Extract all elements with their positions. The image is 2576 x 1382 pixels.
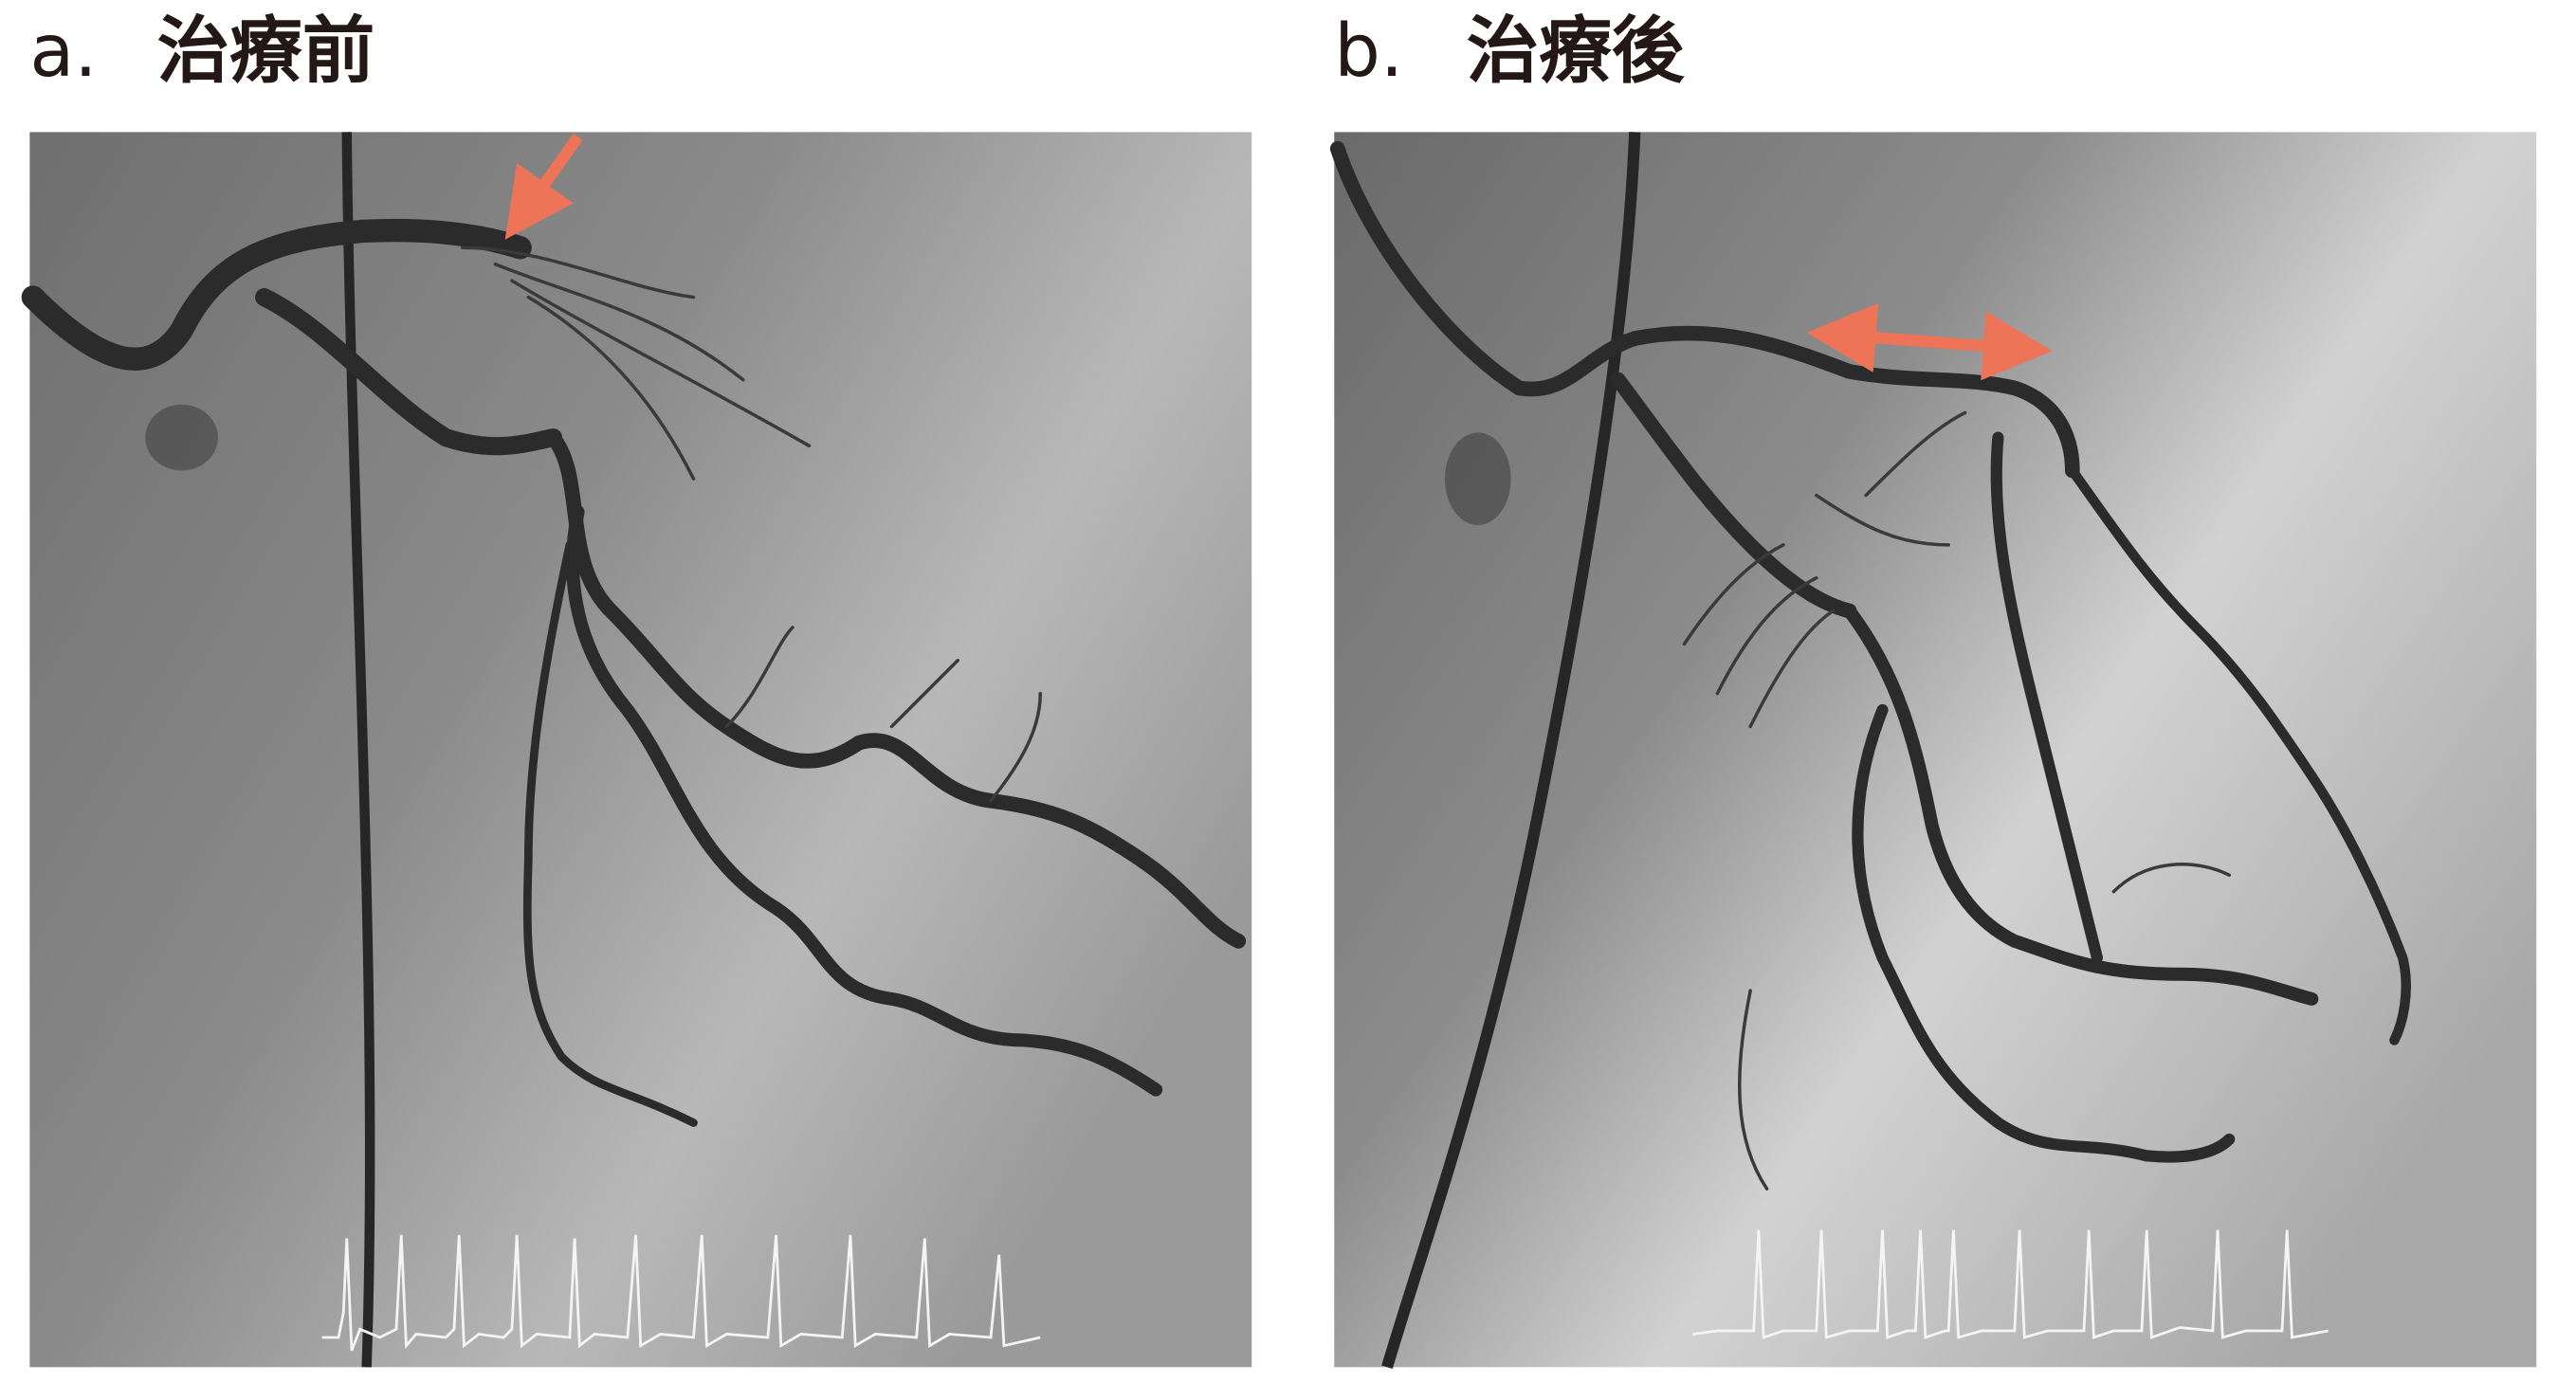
image-background — [1334, 132, 2537, 1368]
vessel — [21, 218, 532, 371]
image-background — [29, 132, 1252, 1368]
vessel — [1329, 140, 2080, 479]
double-arrow — [1806, 302, 2053, 381]
vessel — [1852, 703, 2236, 1163]
vessel — [545, 429, 1247, 949]
ecg-trace — [321, 1234, 1041, 1352]
shadow — [145, 404, 218, 471]
panel-letter: a. — [29, 9, 97, 94]
vessel — [1610, 372, 1857, 619]
catheter — [341, 132, 375, 1368]
panel-title: 治療前 — [156, 9, 375, 94]
panel-title: 治療後 — [1467, 9, 1686, 94]
vessel — [255, 287, 563, 456]
vessel — [1990, 431, 2104, 964]
vessel — [2067, 465, 2411, 1046]
vessel-branch — [460, 245, 1042, 803]
vessel — [1842, 604, 2319, 1006]
arrow — [504, 134, 583, 240]
panel-letter: b. — [1334, 9, 1403, 94]
angiogram-after — [1329, 132, 2537, 1370]
shadow — [1444, 432, 1511, 525]
vessel — [522, 540, 698, 1127]
catheter — [1381, 132, 1641, 1370]
ecg-trace — [1692, 1229, 2329, 1339]
vessel-branch — [1682, 410, 2231, 1191]
angiogram-before — [21, 132, 1252, 1368]
vessel — [566, 505, 1163, 1097]
